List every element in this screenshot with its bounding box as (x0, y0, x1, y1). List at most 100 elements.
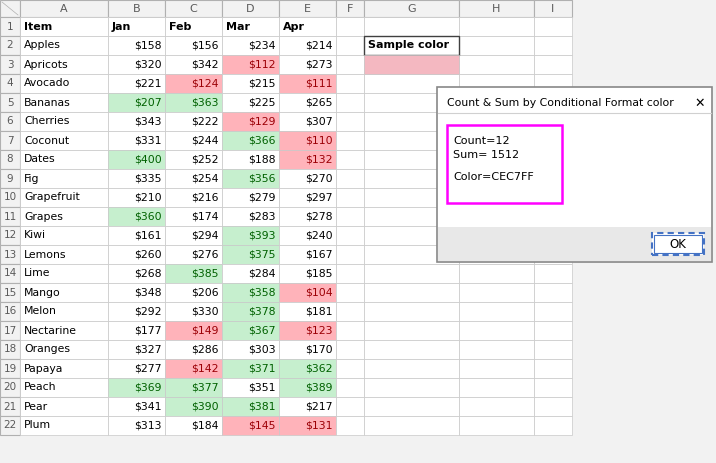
Text: 21: 21 (4, 401, 16, 412)
Text: $276: $276 (191, 250, 219, 259)
Text: $367: $367 (248, 325, 276, 336)
Bar (654, 235, 702, 253)
Text: D: D (246, 4, 255, 13)
Text: $260: $260 (135, 250, 162, 259)
Bar (222, 321, 279, 340)
Text: $161: $161 (135, 231, 162, 240)
Bar (336, 188, 364, 207)
Text: 1: 1 (6, 21, 14, 31)
Text: 14: 14 (4, 269, 16, 279)
Bar (364, 36, 459, 55)
Bar (222, 397, 279, 416)
Bar (222, 93, 279, 112)
Text: $112: $112 (248, 60, 276, 69)
Bar (165, 378, 222, 397)
Bar (108, 169, 165, 188)
Text: Apples: Apples (24, 40, 61, 50)
Text: $393: $393 (248, 231, 276, 240)
Bar (0, 17, 20, 36)
Bar (336, 321, 364, 340)
Bar (165, 226, 222, 245)
Bar (534, 226, 572, 245)
Bar (534, 36, 572, 55)
Bar (0, 340, 20, 359)
Bar (165, 74, 222, 93)
Bar (165, 112, 222, 131)
Bar (534, 112, 572, 131)
Bar (534, 150, 572, 169)
Text: Lemons: Lemons (24, 250, 67, 259)
Bar (534, 264, 572, 283)
Bar (108, 302, 165, 321)
Bar (336, 74, 364, 93)
Bar (0, 283, 20, 302)
Text: $214: $214 (306, 40, 333, 50)
Bar (438, 227, 711, 261)
Bar (0, 112, 20, 131)
Text: OK: OK (669, 238, 687, 250)
Text: $378: $378 (248, 307, 276, 317)
Bar (459, 112, 534, 131)
Bar (336, 226, 364, 245)
Bar (0, 150, 20, 169)
Bar (20, 416, 108, 435)
Bar (336, 150, 364, 169)
Bar (459, 36, 534, 55)
Text: $124: $124 (191, 79, 219, 88)
Text: $215: $215 (248, 79, 276, 88)
Bar (279, 359, 336, 378)
Text: $210: $210 (135, 193, 162, 202)
Bar (0, 55, 20, 74)
Bar (0, 302, 20, 321)
Text: A: A (60, 4, 68, 13)
Text: $320: $320 (135, 60, 162, 69)
Text: 15: 15 (4, 288, 16, 298)
Text: $327: $327 (135, 344, 162, 355)
Bar (165, 17, 222, 36)
Bar (165, 302, 222, 321)
Bar (336, 302, 364, 321)
Text: Papaya: Papaya (24, 363, 64, 374)
Bar (165, 169, 222, 188)
Bar (459, 283, 534, 302)
Text: B: B (132, 4, 140, 13)
Bar (108, 17, 165, 36)
Bar (279, 131, 336, 150)
Text: $362: $362 (306, 363, 333, 374)
Bar (108, 226, 165, 245)
Bar (336, 245, 364, 264)
Bar (165, 359, 222, 378)
Text: Mar: Mar (226, 21, 250, 31)
Bar (222, 17, 279, 36)
Bar (222, 283, 279, 302)
Text: Plum: Plum (24, 420, 51, 431)
Bar (364, 112, 459, 131)
Bar (364, 226, 459, 245)
Text: $268: $268 (135, 269, 162, 279)
Bar (20, 226, 108, 245)
Text: $252: $252 (191, 155, 219, 164)
Text: $358: $358 (248, 288, 276, 298)
Bar (336, 359, 364, 378)
Bar (336, 378, 364, 397)
Bar (336, 36, 364, 55)
Text: $244: $244 (191, 136, 219, 145)
Bar (222, 112, 279, 131)
Bar (108, 397, 165, 416)
Text: 19: 19 (4, 363, 16, 374)
Bar (108, 0, 165, 17)
Bar (459, 302, 534, 321)
Text: $170: $170 (306, 344, 333, 355)
Bar (108, 321, 165, 340)
Bar (108, 150, 165, 169)
Text: 5: 5 (6, 98, 14, 107)
Text: Kiwi: Kiwi (24, 231, 46, 240)
Bar (652, 233, 704, 255)
Bar (364, 188, 459, 207)
Text: C: C (190, 4, 198, 13)
Bar (459, 359, 534, 378)
Text: 22: 22 (4, 420, 16, 431)
Text: $217: $217 (306, 401, 333, 412)
Bar (534, 397, 572, 416)
Text: Apricots: Apricots (24, 60, 69, 69)
